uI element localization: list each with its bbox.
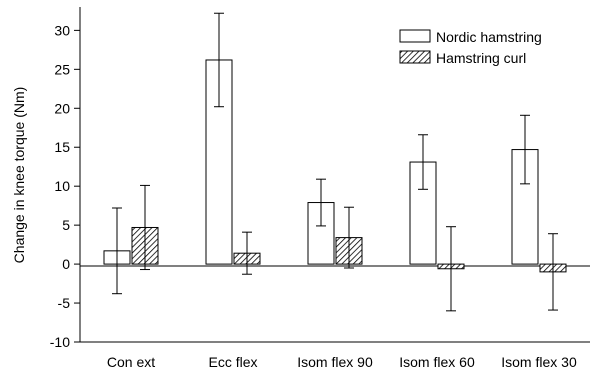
legend: Nordic hamstring Hamstring curl — [399, 29, 542, 66]
legend-swatch-hamstring-curl — [399, 50, 431, 64]
y-tick-label: 10 — [54, 178, 70, 194]
y-tick-label: 25 — [54, 61, 70, 77]
x-category-label-isom-flex-60: Isom flex 60 — [399, 354, 475, 370]
y-tick-label: 15 — [54, 139, 70, 155]
bars — [103, 59, 567, 273]
y-tick-label: 30 — [54, 22, 70, 38]
y-tick-label: 20 — [54, 100, 70, 116]
plot-area — [79, 7, 590, 343]
y-tick-label: -10 — [50, 334, 70, 350]
error-bars — [112, 12, 558, 312]
legend-swatch-nordic-hamstring — [399, 29, 431, 43]
x-category-label-con-ext: Con ext — [107, 354, 155, 370]
x-category-label-ecc-flex: Ecc flex — [208, 354, 257, 370]
y-axis-ticks: -10 -5 0 5 10 15 20 25 30 — [50, 22, 80, 350]
legend-label-nordic-hamstring: Nordic hamstring — [436, 29, 542, 45]
y-tick-label: 5 — [62, 217, 70, 233]
x-axis-labels: Con ext Ecc flex Isom flex 90 Isom flex 60 I… — [107, 354, 577, 370]
y-axis-title: Change in knee torque (Nm) — [11, 87, 27, 264]
y-tick-label: 0 — [62, 256, 70, 272]
y-tick-label: -5 — [58, 295, 71, 311]
x-category-label-isom-flex-90: Isom flex 90 — [297, 354, 373, 370]
legend-label-hamstring-curl: Hamstring curl — [436, 50, 526, 66]
x-category-label-isom-flex-30: Isom flex 30 — [501, 354, 577, 370]
